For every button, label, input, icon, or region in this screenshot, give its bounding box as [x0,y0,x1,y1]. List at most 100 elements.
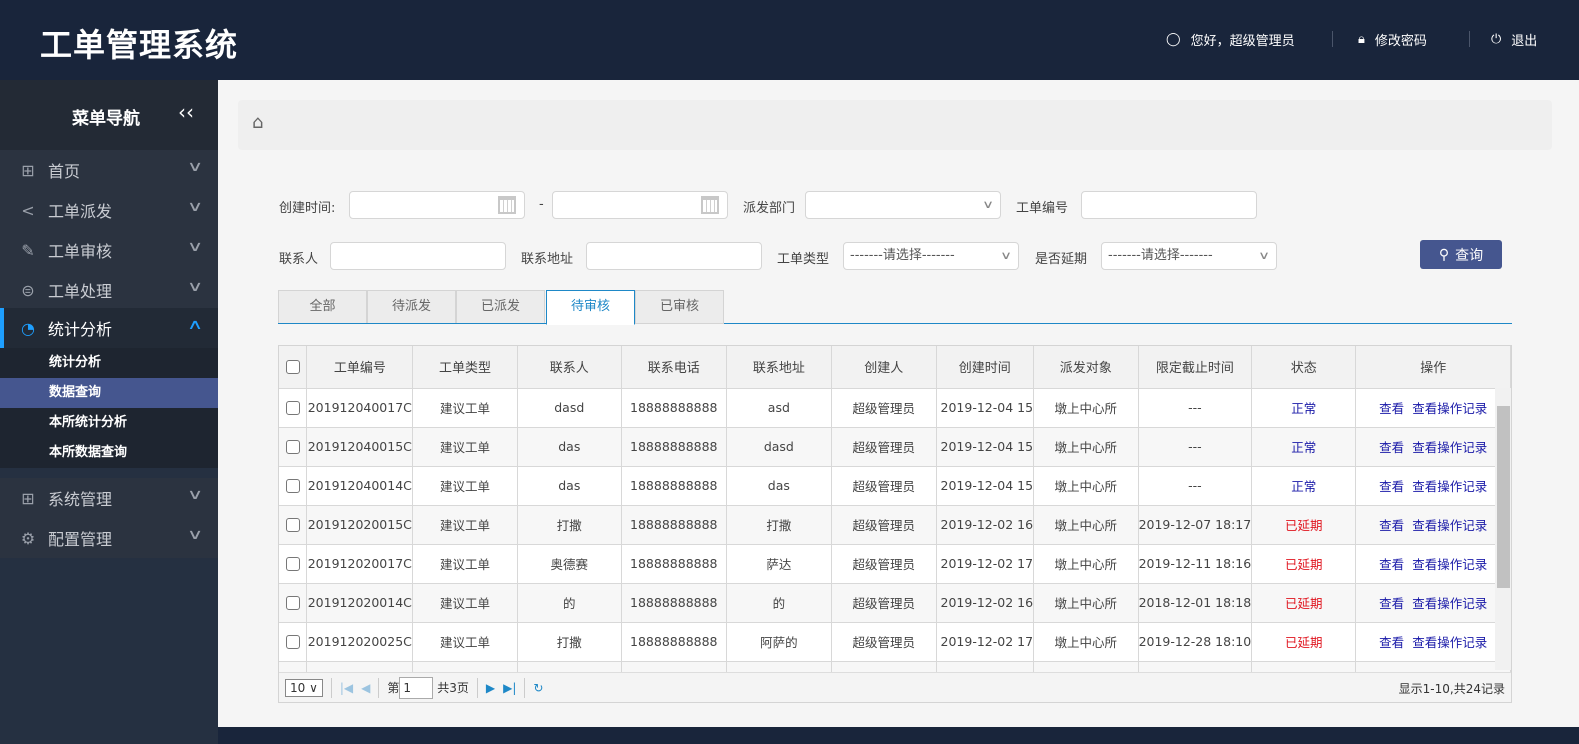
user-greeting[interactable]: ◯ 您好，超级管理员 [1166,32,1295,49]
row-checkbox[interactable] [285,479,300,494]
submenu-item-statistics[interactable]: 统计分析 [49,355,102,370]
view-link[interactable]: 查看 [1379,596,1405,611]
table-row[interactable]: 201912020025C 建议工单 打撒 18888888888 阿萨的 超级管理员 20… [279,622,1511,662]
home-icon[interactable]: ⌂ [252,112,264,133]
type-select[interactable]: -------请选择------- ∨ [843,242,1019,270]
tab-reviewed[interactable]: 已审核 [635,290,724,324]
actions-cell: 查看 查看操作记录 [1355,466,1511,506]
delayed-label: 是否延期 [1035,252,1088,267]
database-icon: ⊜ [21,280,35,300]
page-input[interactable]: 1 [399,677,434,699]
view-link[interactable]: 查看 [1379,518,1405,533]
edit-icon: ✎ [21,240,35,260]
column-header[interactable]: 联系地址 [726,346,833,389]
row-checkbox[interactable] [285,518,300,533]
column-header[interactable]: 联系电话 [621,346,727,389]
creator-cell: 超级管理员 [831,622,937,662]
view-link[interactable]: 查看 [1379,440,1405,455]
select-all-checkbox[interactable] [285,359,300,374]
column-header[interactable]: 限定截止时间 [1138,346,1253,389]
view-log-link[interactable]: 查看操作记录 [1412,479,1488,494]
create-time-cell: 2019-12-02 17 [936,544,1035,584]
phone-cell: 18888888888 [621,583,727,623]
calendar-icon[interactable] [701,196,719,214]
column-header[interactable]: 状态 [1251,346,1357,389]
double-chevron-left-icon[interactable]: ‹‹ [178,100,194,124]
deadline-cell: --- [1138,427,1253,467]
app-title: 工单管理系统 [40,26,239,64]
end-date-input[interactable] [552,191,728,219]
logout-link[interactable]: ⏻ 退出 [1491,32,1538,49]
view-log-link[interactable]: 查看操作记录 [1412,596,1488,611]
start-date-input[interactable] [349,191,525,219]
row-checkbox[interactable] [285,440,300,455]
sidebar-item-process[interactable]: ⊜ 工单处理 ∨ [0,270,218,310]
view-log-link[interactable]: 查看操作记录 [1412,401,1488,416]
tab-pending-dispatch[interactable]: 待派发 [367,290,456,324]
view-link[interactable]: 查看 [1379,557,1405,572]
contact-input[interactable] [330,242,506,270]
scrollbar-thumb[interactable] [1497,406,1510,588]
tab-dispatched[interactable]: 已派发 [456,290,545,324]
submenu-item-data-query[interactable]: 数据查询 [0,378,218,408]
pie-chart-icon: ◔ [21,318,35,338]
last-page-icon[interactable]: ▶| [503,681,517,695]
row-checkbox[interactable] [285,401,300,416]
delayed-select[interactable]: -------请选择------- ∨ [1101,242,1277,270]
page-size-select[interactable]: 10 ∨ [285,679,323,697]
column-header[interactable]: 派发对象 [1033,346,1139,389]
breadcrumb: ⌂ [238,100,1552,150]
column-header[interactable]: 操作 [1355,346,1511,389]
change-password-link[interactable]: 🔒︎ 修改密码 [1358,32,1427,49]
column-header[interactable]: 创建人 [831,346,937,389]
column-header[interactable]: 创建时间 [936,346,1035,389]
view-log-link[interactable]: 查看操作记录 [1412,518,1488,533]
order-no-cell: 201912040015C [306,427,414,467]
view-link[interactable]: 查看 [1379,401,1405,416]
table-row[interactable]: 201912040017C 建议工单 dasd 18888888888 asd 超级管理员… [279,388,1511,428]
prev-page-icon[interactable]: ◀ [361,681,371,695]
row-checkbox[interactable] [285,557,300,572]
table-row[interactable]: 201912020014C 建议工单的 18888888888 的超级管理员 2019-… [279,583,1511,623]
gear-icon: ⚙ [20,528,36,548]
tab-pending-review[interactable]: 待审核 [546,290,635,325]
view-log-link[interactable]: 查看操作记录 [1412,557,1488,572]
view-log-link[interactable]: 查看操作记录 [1412,440,1488,455]
view-link[interactable]: 查看 [1379,635,1405,650]
query-button[interactable]: ⚲ 查询 [1420,240,1502,269]
actions-cell: 查看 查看操作记录 [1355,505,1511,545]
first-page-icon[interactable]: |◀ [339,681,354,695]
view-log-link[interactable]: 查看操作记录 [1412,635,1488,650]
type-cell: 建议工单 [412,622,518,662]
type-cell: 建议工单 [412,388,518,428]
sidebar-item-home[interactable]: ⊞ 首页 ∨ [0,150,218,190]
tab-all[interactable]: 全部 [278,290,367,324]
sidebar-item-dispatch[interactable]: < 工单派发 ∨ [0,190,218,230]
submenu-item-local-data-query[interactable]: 本所数据查询 [49,445,128,460]
address-input[interactable] [586,242,762,270]
divider [378,678,380,698]
table-row[interactable]: 201912040015C 建议工单 das 18888888888 dasd 超级管理员… [279,427,1511,467]
status-cell: 已延期 [1251,622,1357,662]
row-checkbox[interactable] [285,635,300,650]
table-row[interactable]: 201912020015C 建议工单 打撒 18888888888 打撒 超级管理员 201… [279,505,1511,545]
sidebar-item-config[interactable]: ⚙ 配置管理 ∨ [0,518,218,558]
sidebar-item-review[interactable]: ✎ 工单审核 ∨ [0,230,218,270]
submenu-item-local-statistics[interactable]: 本所统计分析 [49,415,128,430]
row-checkbox[interactable] [285,596,300,611]
table-row[interactable]: 201912040014C 建议工单 das 18888888888 das 超级管理员 2… [279,466,1511,506]
next-page-icon[interactable]: ▶ [485,681,496,695]
sidebar-item-system[interactable]: ⊞ 系统管理 ∨ [0,478,218,518]
dept-select[interactable]: ∨ [805,191,1001,219]
order-no-input[interactable] [1081,191,1257,219]
table-row[interactable]: 201912020017C 建议工单 奥德赛 18888888888 萨达 超级管理员 20… [279,544,1511,584]
column-header[interactable]: 联系人 [517,346,622,389]
column-header[interactable]: 工单类型 [412,346,518,389]
actions-cell: 查看 查看操作记录 [1355,583,1511,623]
actions-cell: 查看 查看操作记录 [1355,388,1511,428]
refresh-icon[interactable]: ↻ [533,681,544,695]
calendar-icon[interactable] [498,196,516,214]
view-link[interactable]: 查看 [1379,479,1405,494]
column-header[interactable]: 工单编号 [306,346,414,389]
sidebar-item-statistics[interactable]: ◔ 统计分析 ∧ [0,308,218,348]
